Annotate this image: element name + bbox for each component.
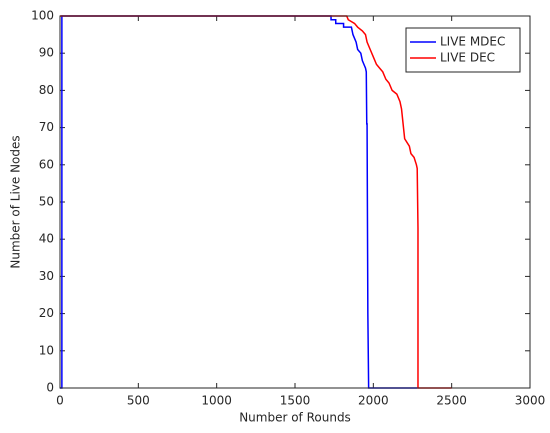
plot-area bbox=[60, 16, 530, 388]
x-axis-label: Number of Rounds bbox=[239, 411, 351, 425]
legend-label: LIVE MDEC bbox=[440, 35, 505, 49]
y-axis-label: Number of Live Nodes bbox=[9, 135, 23, 268]
x-tick-label: 500 bbox=[127, 394, 150, 408]
x-tick-label: 2500 bbox=[436, 394, 467, 408]
legend-box bbox=[405, 27, 521, 73]
axes-box bbox=[59, 15, 531, 389]
x-tick-label: 1000 bbox=[201, 394, 232, 408]
y-tick-label: 70 bbox=[39, 120, 54, 134]
x-tick-label: 0 bbox=[56, 394, 64, 408]
y-tick-label: 20 bbox=[39, 306, 54, 320]
y-tick-label: 40 bbox=[39, 232, 54, 246]
y-tick-label: 90 bbox=[39, 46, 54, 60]
x-tick-label: 1500 bbox=[280, 394, 311, 408]
y-tick-label: 10 bbox=[39, 343, 54, 357]
x-tick-label: 3000 bbox=[515, 394, 546, 408]
y-tick-label: 80 bbox=[39, 83, 54, 97]
legend-label: LIVE DEC bbox=[440, 51, 495, 65]
y-tick-label: 0 bbox=[46, 381, 54, 395]
y-tick-label: 100 bbox=[31, 9, 54, 23]
y-tick-label: 50 bbox=[39, 195, 54, 209]
x-tick-label: 2000 bbox=[358, 394, 389, 408]
data-line bbox=[60, 15, 452, 389]
y-tick-label: 30 bbox=[39, 269, 54, 283]
y-tick-label: 60 bbox=[39, 157, 54, 171]
data-line bbox=[60, 15, 418, 389]
